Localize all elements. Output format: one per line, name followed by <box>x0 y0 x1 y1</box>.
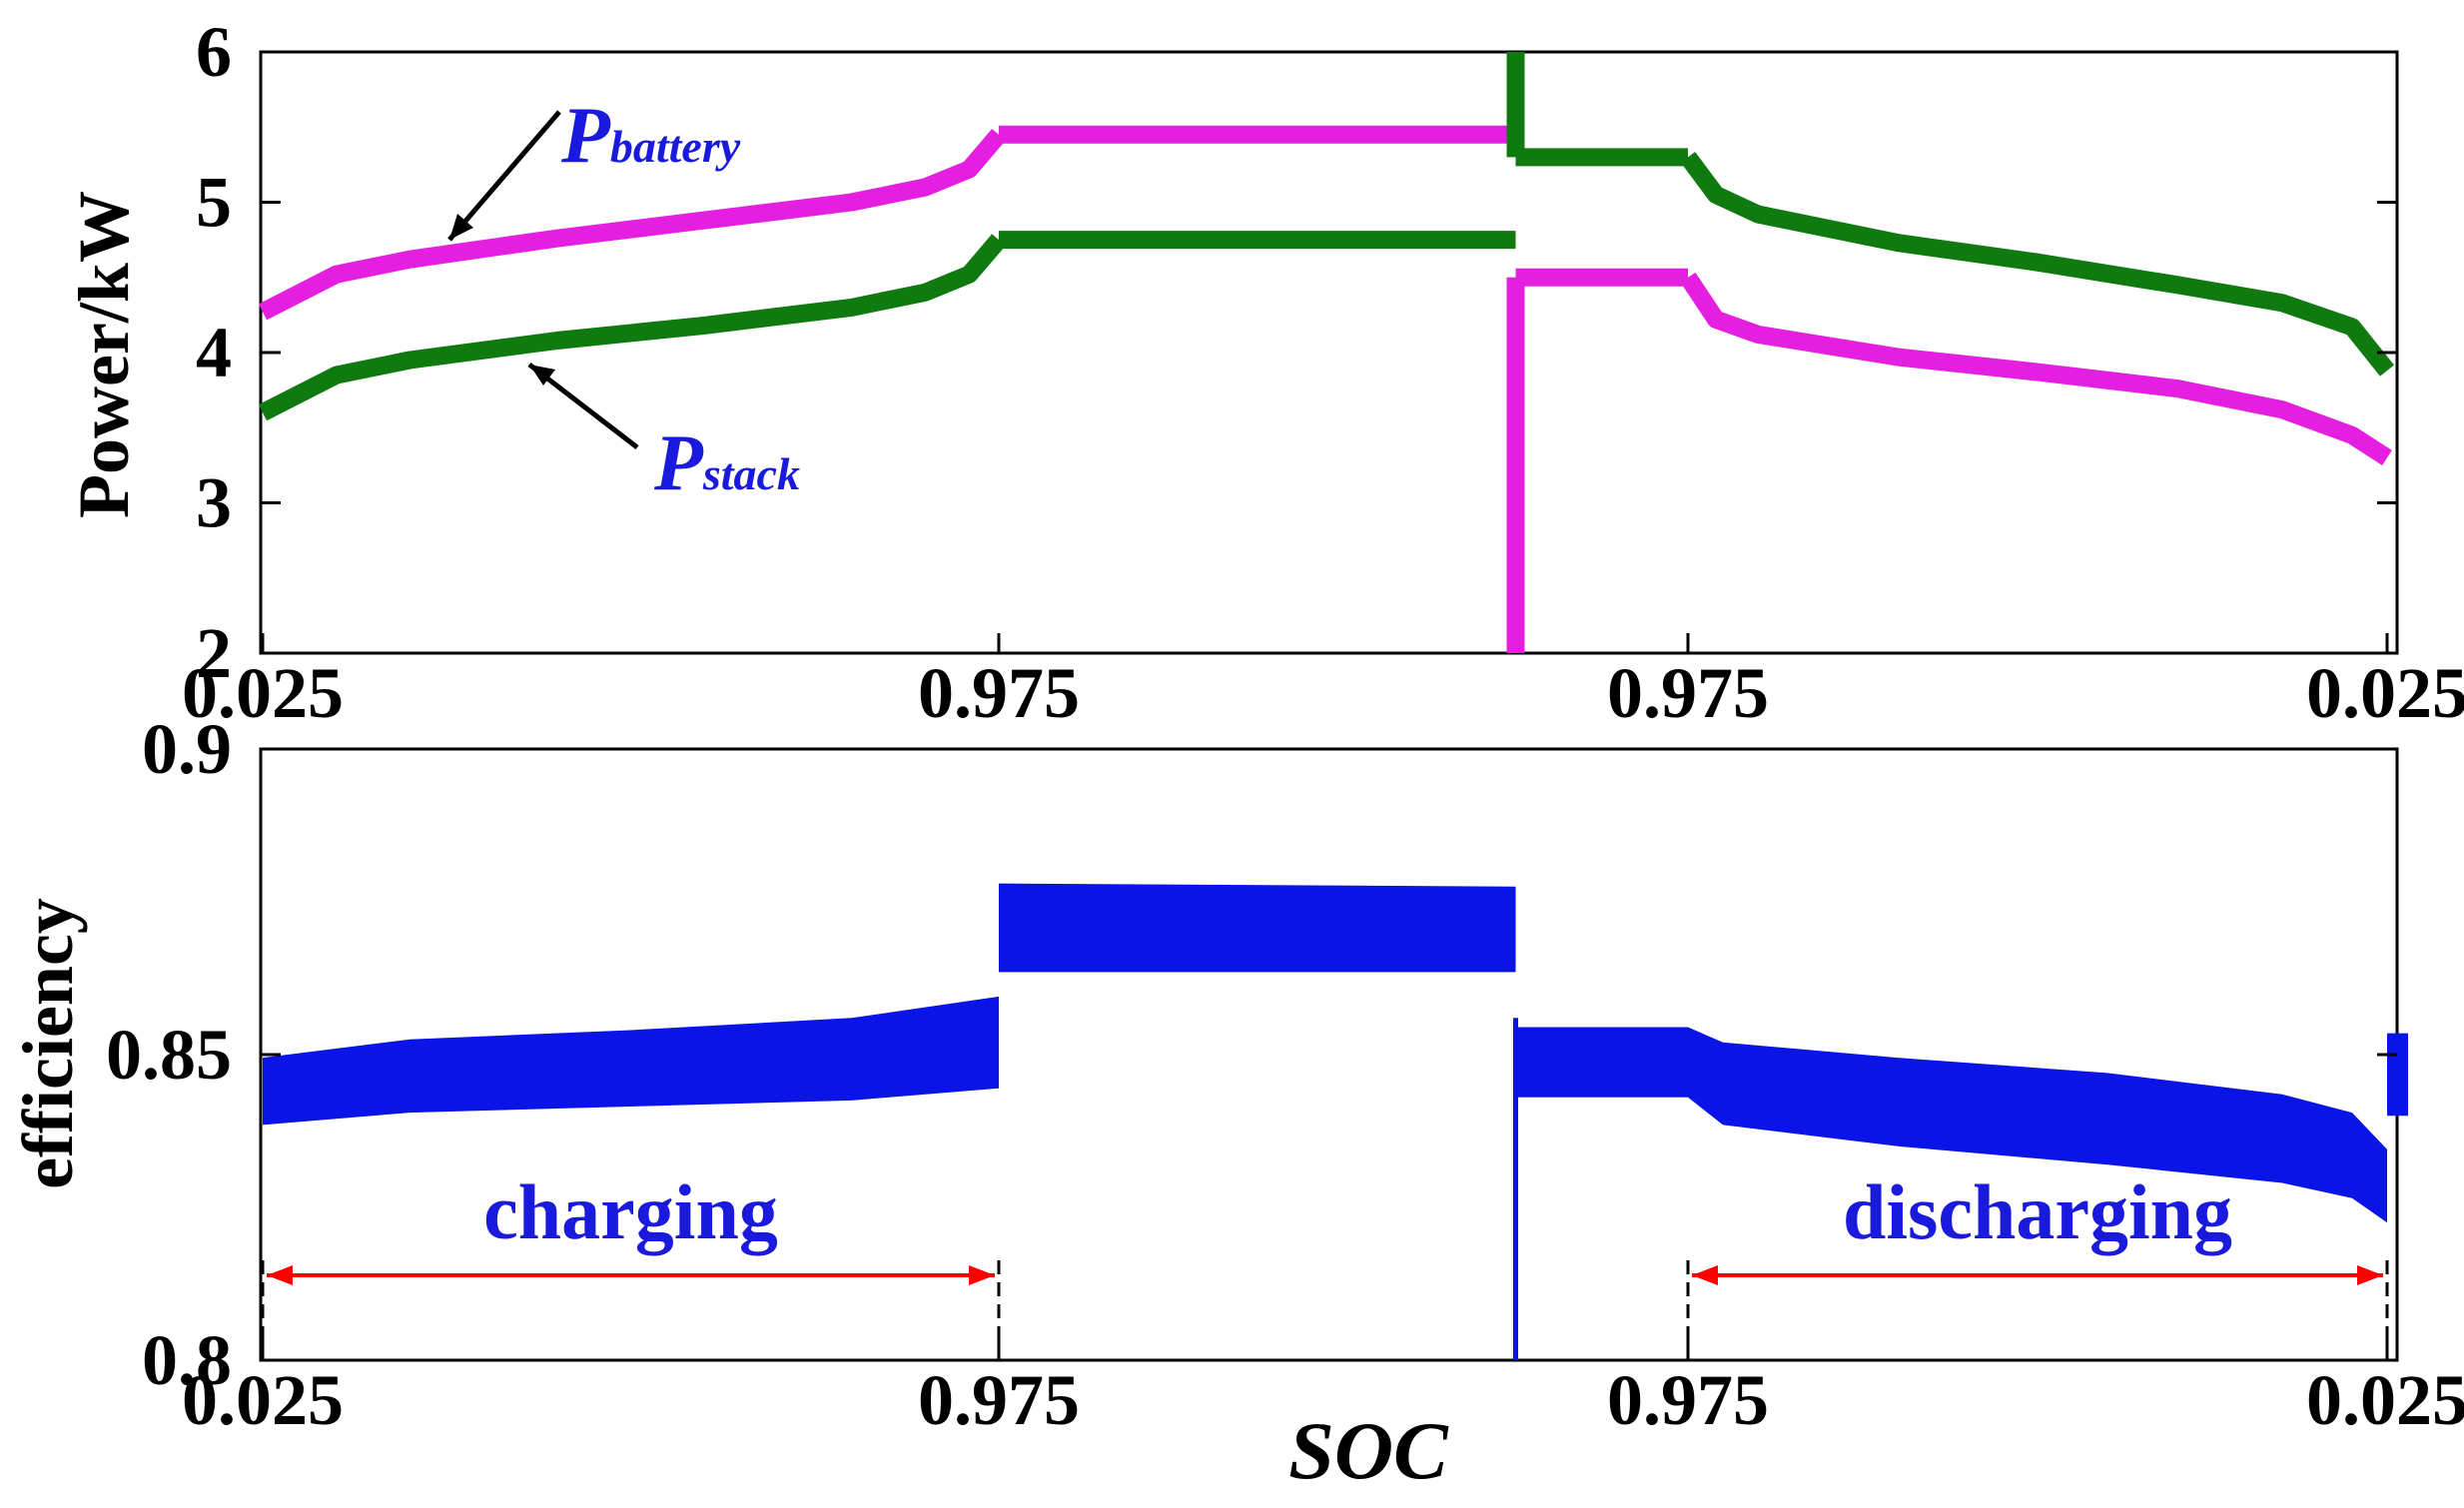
efficiency-y-tick-label: 0.9 <box>142 709 232 789</box>
battery-annotation-label: Pbattery <box>560 92 741 180</box>
efficiency-y-tick-label: 0.85 <box>106 1015 232 1095</box>
efficiency-y-axis-label: efficiency <box>8 898 88 1189</box>
soc-x-axis-label: SOC <box>1288 1405 1449 1496</box>
efficiency-band <box>263 996 999 1126</box>
efficiency-band <box>999 883 1516 973</box>
battery-power-line <box>258 128 1006 321</box>
power-y-tick-label: 6 <box>196 12 232 92</box>
battery-annotation-arrowhead <box>449 214 473 240</box>
discharging-arrowhead-right <box>2357 1265 2383 1285</box>
power-y-tick-label: 2 <box>196 613 232 693</box>
stack-annotation-label: Pstack <box>653 419 800 507</box>
power-x-tick-label: 0.975 <box>1607 653 1769 733</box>
discharging-range: discharging <box>1686 1168 2389 1358</box>
battery-power-line <box>1680 272 2392 465</box>
efficiency-axis-ticks: 0.90.850.80.025 0.975 0.975 0.025 <box>106 709 2464 1440</box>
efficiency-x-tick-label: 0.025 <box>2306 1360 2464 1440</box>
efficiency-x-tick-label: 0.975 <box>1607 1360 1769 1440</box>
power-y-tick-label: 4 <box>196 313 232 392</box>
power-x-tick-label: 0.975 <box>918 653 1080 733</box>
efficiency-x-tick-label: 0.975 <box>918 1360 1080 1440</box>
battery-annotation-arrow <box>447 110 561 242</box>
efficiency-series-group <box>263 883 2408 1360</box>
power-x-tick-label: 0.025 <box>182 653 344 733</box>
stack-power-line <box>258 234 1006 421</box>
efficiency-y-tick-label: 0.8 <box>142 1320 232 1400</box>
efficiency-band <box>1688 1027 2387 1223</box>
power-x-tick-label: 0.025 <box>2306 653 2464 733</box>
efficiency-chart: 0.90.850.80.025 0.975 0.975 0.025 charging d… <box>8 709 2464 1496</box>
efficiency-band <box>1515 1027 1688 1098</box>
stack-annotation-arrowhead <box>529 365 555 385</box>
discharging-arrowhead-left <box>1692 1265 1718 1285</box>
charging-arrowhead-left <box>267 1265 293 1285</box>
power-y-axis-label: Power/kW <box>64 191 144 518</box>
charging-label: charging <box>483 1168 778 1255</box>
charging-arrowhead-right <box>969 1265 995 1285</box>
stack-annotation: Pstack <box>527 363 800 507</box>
battery-annotation: Pbattery <box>447 92 741 242</box>
power-series-group <box>258 52 2395 653</box>
efficiency-x-tick-label: 0.025 <box>182 1360 344 1440</box>
power-y-tick-label: 3 <box>196 463 232 543</box>
efficiency-band <box>2387 1033 2408 1117</box>
power-y-tick-label: 5 <box>196 163 232 243</box>
phase-annotations: charging discharging <box>261 1168 2389 1358</box>
stack-power-line <box>1680 152 2395 377</box>
charging-range: charging <box>261 1168 1001 1358</box>
discharging-label: discharging <box>1843 1168 2232 1255</box>
